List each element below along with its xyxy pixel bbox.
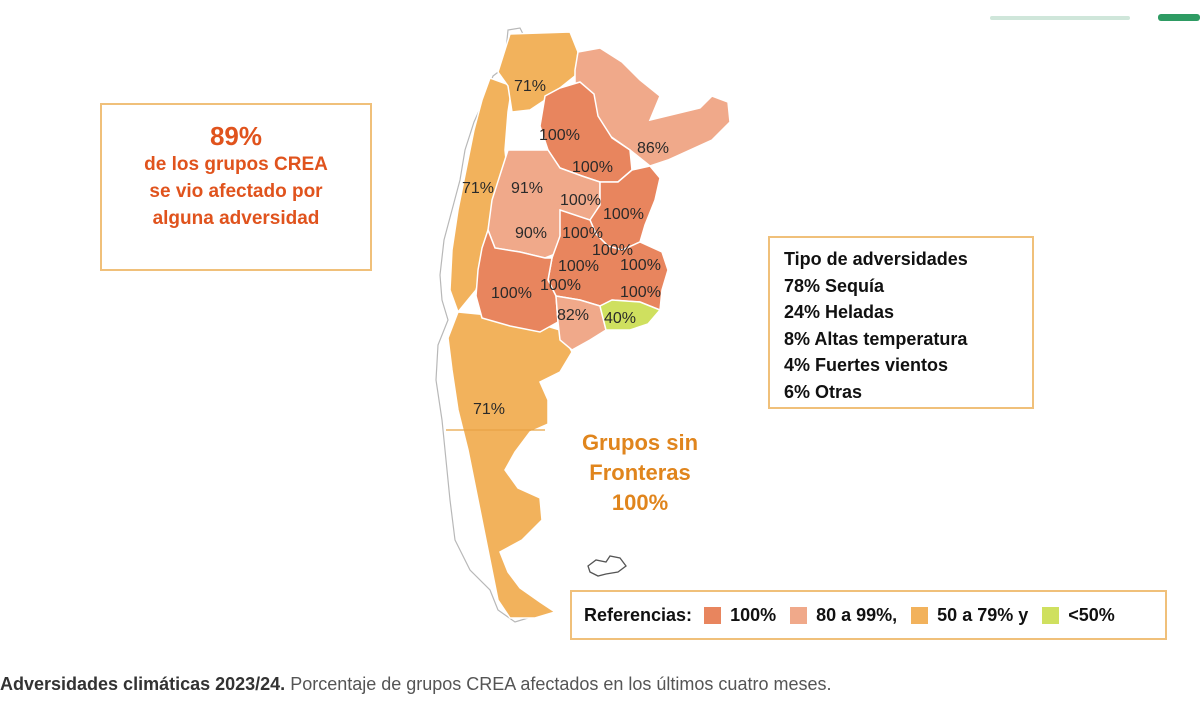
label-central-5: 100% (558, 258, 599, 275)
label-patagonia: 71% (473, 401, 505, 418)
malvinas-islands (587, 555, 627, 577)
region-patagonia (447, 311, 573, 619)
adversity-type-item: 4% Fuertes vientos (784, 355, 949, 375)
adversity-types-box: Tipo de adversidades 78% Sequía 24% Hela… (768, 236, 1034, 409)
legend-swatch (1042, 606, 1060, 624)
legend-item-under-50: <50% (1042, 605, 1115, 626)
label-cuyo-west: 71% (462, 180, 494, 197)
caption-text: Porcentaje de grupos CREA afectados en l… (285, 674, 832, 694)
adversity-type-item: 6% Otras (784, 381, 863, 402)
legend-item-80-99: 80 a 99%, (790, 605, 897, 626)
summary-line-1: de los grupos CREA (144, 154, 328, 175)
label-entre-rios: 100% (603, 206, 644, 223)
label-central-1: 100% (572, 159, 613, 176)
label-pampa-1: 100% (540, 277, 581, 294)
sin-fronteras-line-2: Fronteras (589, 460, 691, 485)
sin-fronteras-line-1: Grupos sin (581, 430, 699, 455)
legend-item-100: 100% (704, 605, 776, 626)
label-central-2: 100% (560, 192, 601, 209)
legend-item-50-79: 50 a 79% y (911, 605, 1028, 626)
adversity-type-item: 24% Heladas (784, 302, 895, 322)
label-sudeste: 40% (604, 310, 636, 327)
summary-box: 89% de los grupos CREA se vio afectado p… (100, 103, 372, 271)
label-pampa-82: 82% (557, 307, 589, 324)
legend-label: 100% (730, 604, 777, 625)
legend-swatch (790, 606, 808, 624)
header-logo-bar (1158, 14, 1200, 21)
label-central-3: 100% (562, 225, 603, 242)
legend-label: <50% (1068, 604, 1115, 625)
adversity-types-title: Tipo de adversidades (784, 249, 968, 269)
summary-percent: 89% (209, 121, 263, 151)
sin-fronteras-line-3: 100% (611, 490, 669, 515)
label-central-6: 100% (620, 257, 661, 274)
label-nea-north: 100% (539, 127, 580, 144)
adversity-type-item: 78% Sequía (784, 275, 885, 296)
legend-swatch (704, 606, 722, 624)
summary-line-2: se vio afectado por (149, 181, 323, 202)
label-central-90: 90% (515, 225, 547, 242)
region-cuyo (449, 77, 513, 314)
label-buenos-aires: 100% (620, 284, 661, 301)
header-logo-text (990, 16, 1130, 20)
sin-fronteras-label: Grupos sin Fronteras 100% (560, 428, 720, 518)
region-pampa-south (555, 295, 607, 351)
label-central-4: 100% (592, 242, 633, 259)
references-title: Referencias: (584, 604, 693, 625)
caption-bold: Adversidades climáticas 2023/24. (0, 674, 286, 694)
figure-caption: Adversidades climáticas 2023/24. Porcent… (0, 674, 831, 695)
label-central-91: 91% (511, 180, 543, 197)
summary-line-3: alguna adversidad (152, 208, 320, 229)
label-north-west: 71% (514, 78, 546, 95)
adversity-type-item: 8% Altas temperatura (784, 328, 968, 349)
legend-label: 80 a 99%, (816, 604, 898, 625)
legend-label: 50 a 79% y (937, 604, 1029, 625)
region-sudeste (599, 299, 662, 331)
references-legend: Referencias: 100% 80 a 99%, 50 a 79% y <… (570, 590, 1167, 640)
legend-swatch (911, 606, 929, 624)
label-nea-east: 86% (637, 140, 669, 157)
label-pampa-west: 100% (491, 285, 532, 302)
